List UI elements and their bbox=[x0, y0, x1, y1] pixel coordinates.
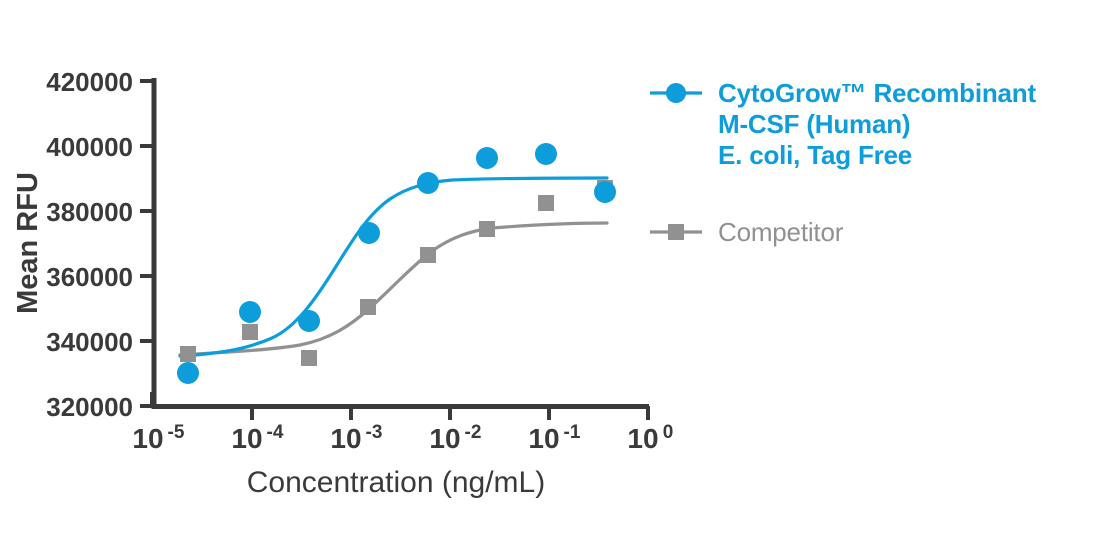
y-tick-label: 420000 bbox=[46, 67, 133, 97]
x-axis-title: Concentration (ng/mL) bbox=[247, 466, 545, 499]
x-tick-mantissa: 10 bbox=[528, 423, 559, 454]
legend-label-competitor: Competitor bbox=[718, 217, 843, 248]
y-tick-labels: 420000 400000 380000 360000 340000 32000… bbox=[46, 67, 133, 422]
data-point-square bbox=[242, 324, 258, 340]
legend-item-primary[interactable]: CytoGrow™ Recombinant M-CSF (Human) E. c… bbox=[650, 78, 1090, 171]
data-point-square bbox=[538, 195, 554, 211]
x-tick-mantissa: 10 bbox=[132, 423, 163, 454]
x-tick-label: 10 -2 bbox=[429, 422, 481, 454]
data-point-square bbox=[420, 247, 436, 263]
data-point-square bbox=[301, 350, 317, 366]
legend-label-line: E. coli, Tag Free bbox=[718, 140, 913, 170]
x-tick-exponent: 0 bbox=[663, 422, 674, 443]
y-tick-label: 380000 bbox=[46, 197, 133, 227]
legend-label-line: CytoGrow™ Recombinant bbox=[718, 78, 1036, 108]
data-point-square bbox=[360, 299, 376, 315]
x-tick-exponent: -3 bbox=[366, 422, 383, 443]
x-tick-mantissa: 10 bbox=[330, 423, 361, 454]
data-point-square bbox=[479, 221, 495, 237]
data-point-circle bbox=[239, 301, 261, 323]
x-tick-mantissa: 10 bbox=[231, 423, 262, 454]
x-tick-exponent: -4 bbox=[267, 422, 284, 443]
x-axis-ticks bbox=[150, 392, 650, 420]
x-tick-exponent: -2 bbox=[465, 422, 482, 443]
x-tick-labels: 10 -5 10 -4 10 -3 10 -2 10 -1 10 0 bbox=[132, 422, 673, 454]
axis-lines bbox=[151, 78, 649, 409]
y-axis-ticks bbox=[140, 79, 154, 408]
x-tick-exponent: -1 bbox=[564, 422, 581, 443]
x-tick-mantissa: 10 bbox=[429, 423, 460, 454]
legend-label-primary: CytoGrow™ Recombinant M-CSF (Human) E. c… bbox=[718, 78, 1036, 171]
x-tick-label: 10 -4 bbox=[231, 422, 283, 454]
competitor-fit-curve bbox=[178, 221, 609, 357]
y-tick-label: 360000 bbox=[46, 262, 133, 292]
data-point-circle bbox=[358, 222, 380, 244]
chart-legend: CytoGrow™ Recombinant M-CSF (Human) E. c… bbox=[650, 78, 1090, 264]
primary-data-points bbox=[177, 143, 616, 384]
data-point-circle bbox=[417, 172, 439, 194]
primary-fit-curve bbox=[178, 176, 609, 358]
legend-label-line: M-CSF (Human) bbox=[718, 109, 911, 139]
x-tick-label: 10 -3 bbox=[330, 422, 382, 454]
competitor-data-points bbox=[180, 180, 613, 366]
square-line-marker bbox=[650, 217, 702, 247]
legend-item-competitor[interactable]: Competitor bbox=[650, 217, 1090, 248]
data-point-square bbox=[180, 346, 196, 362]
x-tick-label: 10 -5 bbox=[132, 422, 184, 454]
data-point-circle bbox=[476, 147, 498, 169]
y-tick-label: 340000 bbox=[46, 327, 133, 357]
y-tick-label: 400000 bbox=[46, 132, 133, 162]
x-tick-mantissa: 10 bbox=[627, 423, 658, 454]
legend-label-line: Competitor bbox=[718, 217, 844, 247]
y-tick-label: 320000 bbox=[46, 392, 133, 422]
x-tick-label: 10 0 bbox=[627, 422, 673, 454]
x-tick-exponent: -5 bbox=[168, 422, 185, 443]
circle-line-marker bbox=[650, 78, 702, 108]
data-point-circle bbox=[535, 143, 557, 165]
data-point-circle bbox=[594, 181, 616, 203]
y-axis-title: Mean RFU bbox=[12, 172, 44, 314]
x-tick-label: 10 -1 bbox=[528, 422, 580, 454]
data-point-circle bbox=[177, 362, 199, 384]
data-point-circle bbox=[298, 310, 320, 332]
